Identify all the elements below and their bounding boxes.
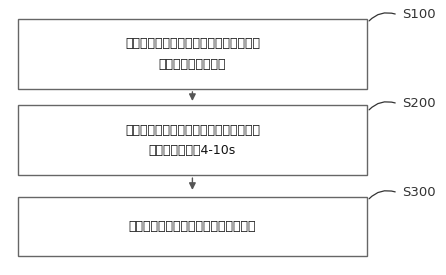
FancyBboxPatch shape — [17, 105, 367, 175]
Text: S300: S300 — [402, 186, 436, 199]
FancyBboxPatch shape — [17, 19, 367, 89]
Text: S200: S200 — [402, 97, 436, 110]
Text: 化，固化时间为4-10s: 化，固化时间为4-10s — [149, 144, 236, 157]
Text: 利用点胶机将胶水在框体上点胶涂覆一周: 利用点胶机将胶水在框体上点胶涂覆一周 — [125, 37, 260, 50]
Text: S100: S100 — [402, 8, 436, 21]
Text: 将固化后的框体与待组装部件进行组装: 将固化后的框体与待组装部件进行组装 — [128, 220, 256, 233]
Text: 通过固化设备将点胶涂覆后的框体进行固: 通过固化设备将点胶涂覆后的框体进行固 — [125, 123, 260, 137]
FancyBboxPatch shape — [17, 197, 367, 256]
Text: 形成封闭的圆角矩形: 形成封闭的圆角矩形 — [159, 57, 226, 71]
